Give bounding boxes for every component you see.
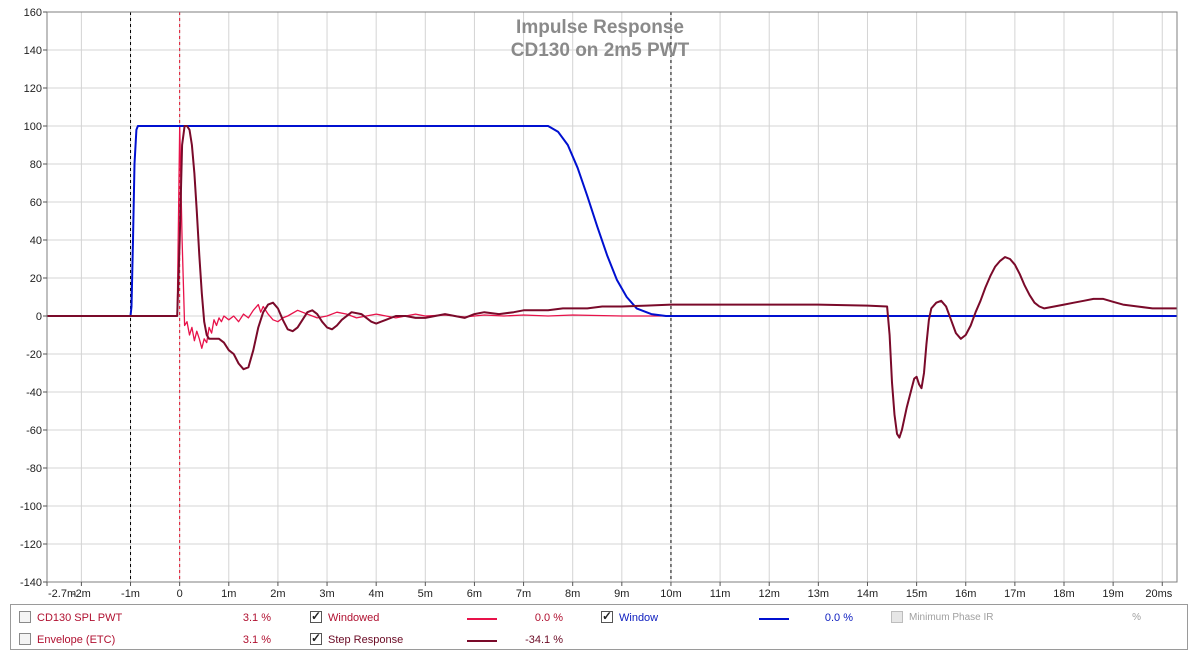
x-tick-label: 13m (808, 588, 829, 600)
windowed-swatch (467, 618, 497, 620)
window-swatch (759, 618, 789, 620)
y-tick-label: 160 (24, 7, 42, 19)
windowed-value: 0.0 % (534, 612, 563, 624)
minimum-phase-value: % (1132, 612, 1141, 623)
step-response-swatch (467, 640, 497, 642)
windowed-label: Windowed (328, 612, 380, 624)
plot-area (47, 12, 1177, 582)
window-label: Window (619, 612, 659, 624)
x-tick-label: 2m (270, 588, 285, 600)
chart-title: Impulse Response (516, 17, 684, 38)
x-tick-label: 4m (369, 588, 384, 600)
x-tick-label: 12m (759, 588, 780, 600)
envelope-value: 3.1 % (242, 634, 271, 646)
step-response-line (47, 125, 1177, 439)
x-tick-label: 10m (660, 588, 681, 600)
step-response-value: -34.1 % (525, 634, 563, 646)
legend-row-1: CD130 SPL PWT 3.1 % Windowed 0.0 % Windo… (11, 608, 1187, 628)
x-tick-label: -2.7m (48, 588, 76, 600)
y-tick-label: -140 (20, 577, 42, 589)
x-tick-label: 20ms (1145, 588, 1172, 600)
x-axis-ticks: -2.7m-2m -1m 0 1m 2m 3m 4m 5m 6m 7m 8m 9m 10m 11m 12m 1… (46, 582, 1173, 600)
x-tick-label: 16m (955, 588, 976, 600)
x-tick-label: -1m (121, 588, 140, 600)
cd130-spl-label: CD130 SPL PWT (37, 612, 123, 624)
x-tick-label: 9m (614, 588, 629, 600)
y-axis-ticks: 160 140 120 100 80 60 40 20 0 -20 -40 -60 -80 -100 -12… (20, 7, 47, 589)
x-tick-label: 7m (516, 588, 531, 600)
impulse-response-chart: 160 140 120 100 80 60 40 20 0 -20 -40 -60 -80 -100 -12… (20, 7, 1178, 600)
y-tick-label: 0 (36, 311, 42, 323)
x-tick-label: 5m (418, 588, 433, 600)
x-tick-label: 0 (177, 588, 183, 600)
envelope-checkbox[interactable] (19, 633, 31, 645)
x-tick-label: -2m (72, 588, 91, 600)
chart-subtitle: CD130 on 2m5 PWT (511, 40, 690, 61)
series-lines (47, 125, 1177, 439)
y-tick-label: -80 (26, 463, 42, 475)
windowed-line (47, 125, 671, 349)
x-tick-label: 1m (221, 588, 236, 600)
y-tick-label: 60 (30, 197, 42, 209)
window-checkbox[interactable] (601, 609, 613, 623)
cd130-spl-checkbox[interactable] (19, 611, 31, 623)
envelope-label: Envelope (ETC) (37, 634, 116, 646)
y-tick-label: 120 (24, 83, 42, 95)
y-tick-label: 100 (24, 121, 42, 133)
x-tick-label: 18m (1053, 588, 1074, 600)
y-tick-label: -20 (26, 349, 42, 361)
x-tick-label: 14m (857, 588, 878, 600)
y-tick-label: 140 (24, 45, 42, 57)
legend-row-2: Envelope (ETC) 3.1 % Step Response -34.1… (11, 630, 1187, 650)
y-tick-label: 40 (30, 235, 42, 247)
x-tick-label: 11m (710, 588, 731, 600)
y-tick-label: 20 (30, 273, 42, 285)
minimum-phase-checkbox[interactable] (891, 611, 903, 623)
windowed-checkbox[interactable] (310, 609, 322, 623)
y-tick-label: -60 (26, 425, 42, 437)
x-tick-label: 15m (906, 588, 927, 600)
x-tick-label: 17m (1004, 588, 1025, 600)
step-response-label: Step Response (328, 634, 404, 646)
x-tick-label: 19m (1102, 588, 1123, 600)
marker-lines (130, 12, 672, 582)
x-tick-label: 3m (319, 588, 334, 600)
grid (47, 11, 1177, 583)
window-value: 0.0 % (824, 612, 853, 624)
plot-frame (46, 11, 1178, 583)
y-tick-label: -120 (20, 539, 42, 551)
minimum-phase-label: Minimum Phase IR (909, 612, 994, 623)
y-tick-label: -40 (26, 387, 42, 399)
cd130-spl-value: 3.1 % (242, 612, 271, 624)
step-response-checkbox[interactable] (310, 631, 322, 645)
y-tick-label: 80 (30, 159, 42, 171)
x-tick-label: 6m (467, 588, 482, 600)
legend-panel: CD130 SPL PWT 3.1 % Windowed 0.0 % Windo… (10, 604, 1188, 650)
y-tick-label: -100 (20, 501, 42, 513)
x-tick-label: 8m (565, 588, 580, 600)
